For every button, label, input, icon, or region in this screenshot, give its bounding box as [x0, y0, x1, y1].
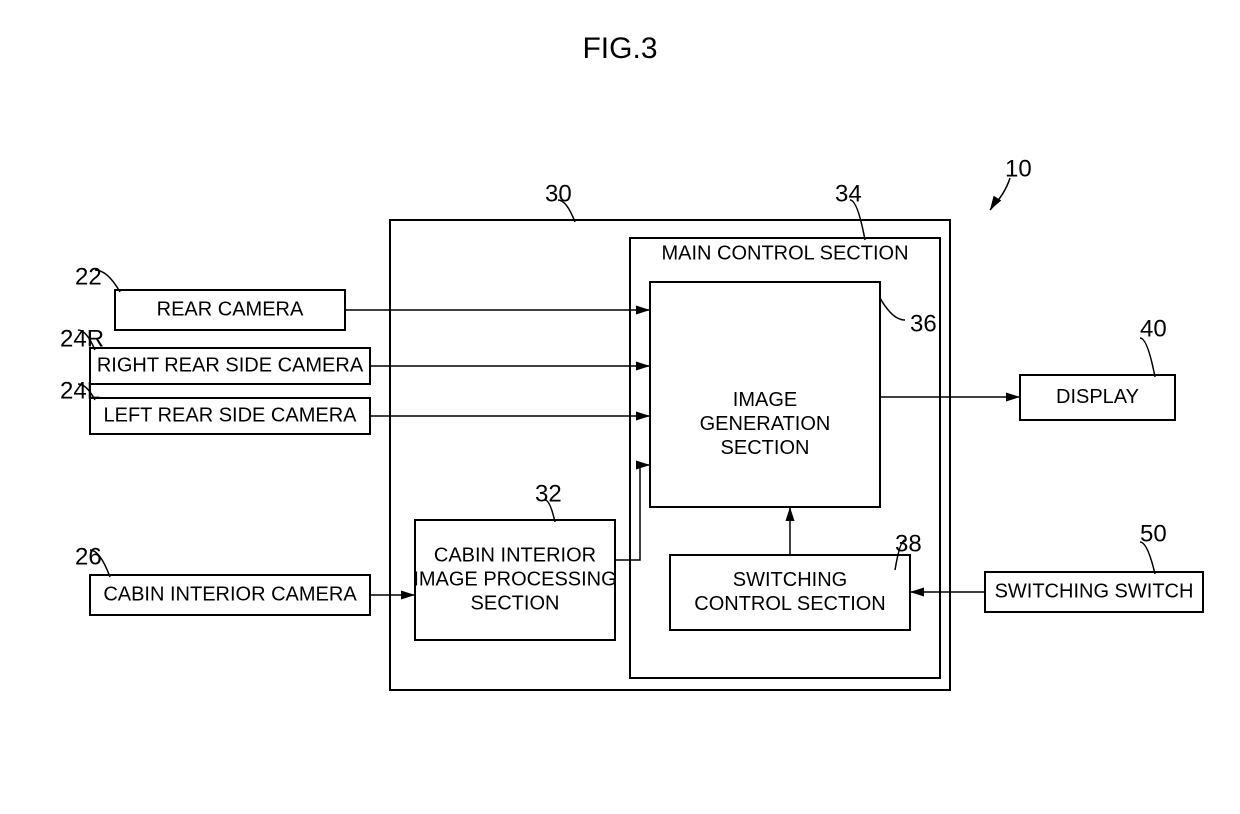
arrowhead — [1006, 393, 1020, 402]
arrowhead — [636, 306, 650, 315]
right_rear_camera-label: RIGHT REAR SIDE CAMERA — [97, 354, 364, 376]
image_gen-label-1: GENERATION — [700, 413, 831, 435]
main_control-label: MAIN CONTROL SECTION — [661, 242, 908, 264]
arrowhead — [910, 588, 924, 597]
arrowhead — [636, 461, 650, 470]
ref-36-leader — [880, 298, 905, 320]
ref-24L: 24L — [60, 377, 100, 404]
ref-22: 22 — [75, 263, 102, 290]
edge-cabin_proc-image_gen — [615, 465, 650, 560]
ref-34: 34 — [835, 180, 862, 207]
cabin_camera-label: CABIN INTERIOR CAMERA — [103, 583, 357, 605]
arrowhead — [636, 412, 650, 421]
cabin_proc-label-0: CABIN INTERIOR — [434, 544, 596, 566]
ref-24R: 24R — [60, 325, 104, 352]
image_gen-label-0: IMAGE — [733, 389, 797, 411]
image_gen-label-2: SECTION — [721, 437, 810, 459]
ref-26: 26 — [75, 543, 102, 570]
ref-40: 40 — [1140, 315, 1167, 342]
figure-title: FIG.3 — [582, 32, 657, 65]
arrowhead — [786, 507, 795, 521]
display-label: DISPLAY — [1056, 386, 1139, 408]
arrowhead — [636, 362, 650, 371]
switching_ctrl-label-1: CONTROL SECTION — [694, 593, 886, 615]
switching_switch-label: SWITCHING SWITCH — [995, 580, 1194, 602]
cabin_proc-label-2: SECTION — [471, 592, 560, 614]
ref-30: 30 — [545, 180, 572, 207]
left_rear_camera-label: LEFT REAR SIDE CAMERA — [103, 404, 357, 426]
switching_ctrl-label-0: SWITCHING — [733, 569, 847, 591]
arrowhead — [401, 591, 415, 600]
cabin_proc-label-1: IMAGE PROCESSING — [413, 568, 616, 590]
ref-10: 10 — [1005, 155, 1032, 182]
ref-36: 36 — [910, 310, 937, 337]
ref-40-leader — [1140, 338, 1155, 377]
rear_camera-label: REAR CAMERA — [157, 298, 304, 320]
